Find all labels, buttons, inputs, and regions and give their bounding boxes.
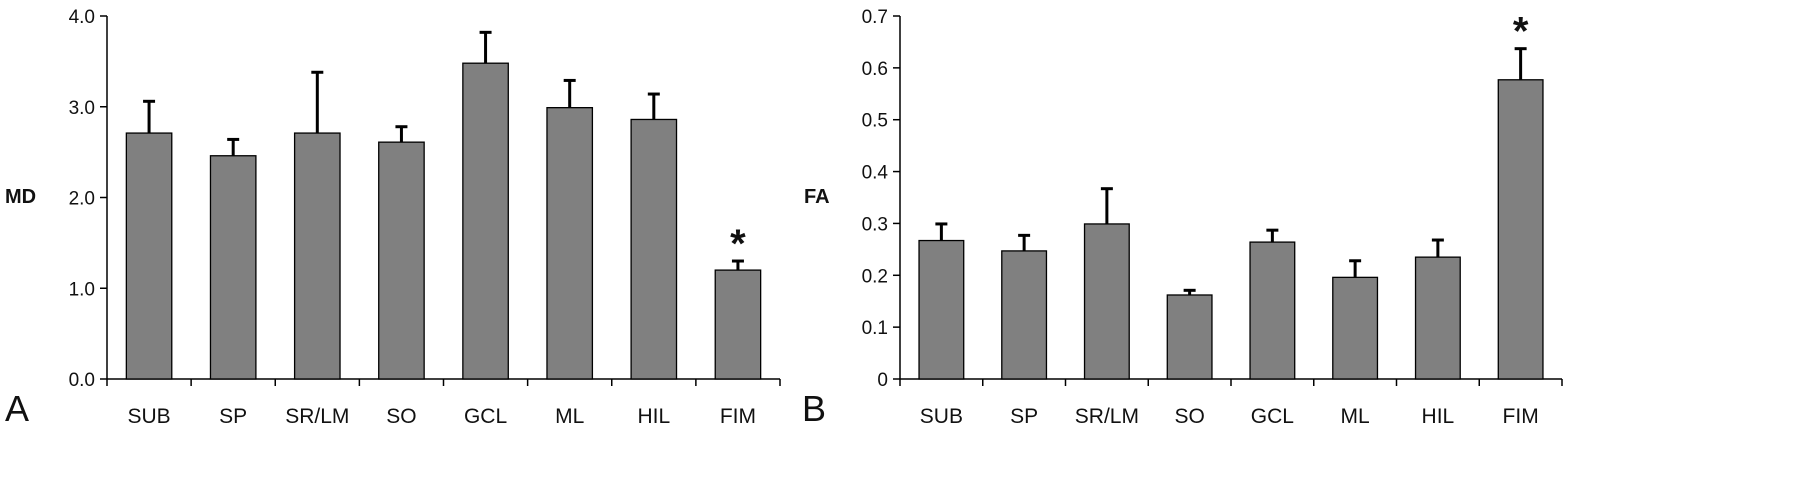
chart-panel-fa: 0 0.1 0.2 0.3 0.4 0.5 0.6 0.7 SUB SP SR/LM SO GCL ML H… xyxy=(802,7,1563,429)
bar-sub xyxy=(125,132,173,380)
category-label: SO xyxy=(386,405,416,428)
category-label: HIL xyxy=(1422,405,1455,428)
panel-letter: A xyxy=(5,388,29,429)
y-axis-label: FA xyxy=(804,186,830,208)
bar-fim xyxy=(714,269,762,380)
category-label: ML xyxy=(555,405,584,428)
category-label: SR/LM xyxy=(285,405,349,428)
category-label: SO xyxy=(1174,405,1204,428)
category-label: FIM xyxy=(1503,405,1539,428)
y-axis-label: MD xyxy=(5,186,36,208)
significance-marker: * xyxy=(730,222,746,266)
bar-gcl xyxy=(1249,241,1296,380)
bar-ml xyxy=(546,107,594,380)
bar-sr-lm xyxy=(293,132,341,380)
category-label: ML xyxy=(1341,405,1370,428)
significance-marker: * xyxy=(1513,10,1529,54)
category-label: SUB xyxy=(920,405,963,428)
bar-hil xyxy=(630,118,678,380)
y-tick-label: 0 xyxy=(877,370,888,391)
y-tick-label: 0.7 xyxy=(862,7,888,28)
category-label: HIL xyxy=(637,405,670,428)
bar-sub xyxy=(918,239,965,380)
y-tick-label: 0.5 xyxy=(862,111,888,132)
bar-fim xyxy=(1497,79,1544,380)
chart-panel-md: 0.0 1.0 2.0 3.0 4.0 SUB SP SR/LM SO GCL ML HIL FIM * M… xyxy=(5,7,781,429)
bar-so xyxy=(1166,294,1213,380)
category-label: SP xyxy=(1010,405,1038,428)
y-tick-label: 0.1 xyxy=(862,318,888,339)
bar-gcl xyxy=(462,62,509,380)
y-tick-label: 2.0 xyxy=(69,189,95,210)
y-tick-label: 0.0 xyxy=(69,370,95,391)
y-tick-label: 0.4 xyxy=(862,163,889,184)
bar-sr-lm xyxy=(1083,223,1130,380)
bar-hil xyxy=(1414,256,1461,380)
category-label: FIM xyxy=(720,405,756,428)
category-label: SUB xyxy=(127,405,170,428)
bar-so xyxy=(378,141,425,380)
y-tick-label: 1.0 xyxy=(69,279,95,300)
category-label: GCL xyxy=(1251,405,1294,428)
category-label: SP xyxy=(219,405,247,428)
y-tick-label: 4.0 xyxy=(69,7,95,28)
bar-sp xyxy=(1001,250,1048,380)
category-label: GCL xyxy=(464,405,507,428)
category-label: SR/LM xyxy=(1075,405,1139,428)
bar-ml xyxy=(1332,276,1379,380)
y-tick-label: 3.0 xyxy=(69,98,95,119)
y-tick-label: 0.3 xyxy=(862,214,888,235)
panel-letter: B xyxy=(802,388,826,429)
bar-sp xyxy=(209,155,257,380)
y-tick-label: 0.2 xyxy=(862,266,888,287)
y-tick-label: 0.6 xyxy=(862,59,888,80)
